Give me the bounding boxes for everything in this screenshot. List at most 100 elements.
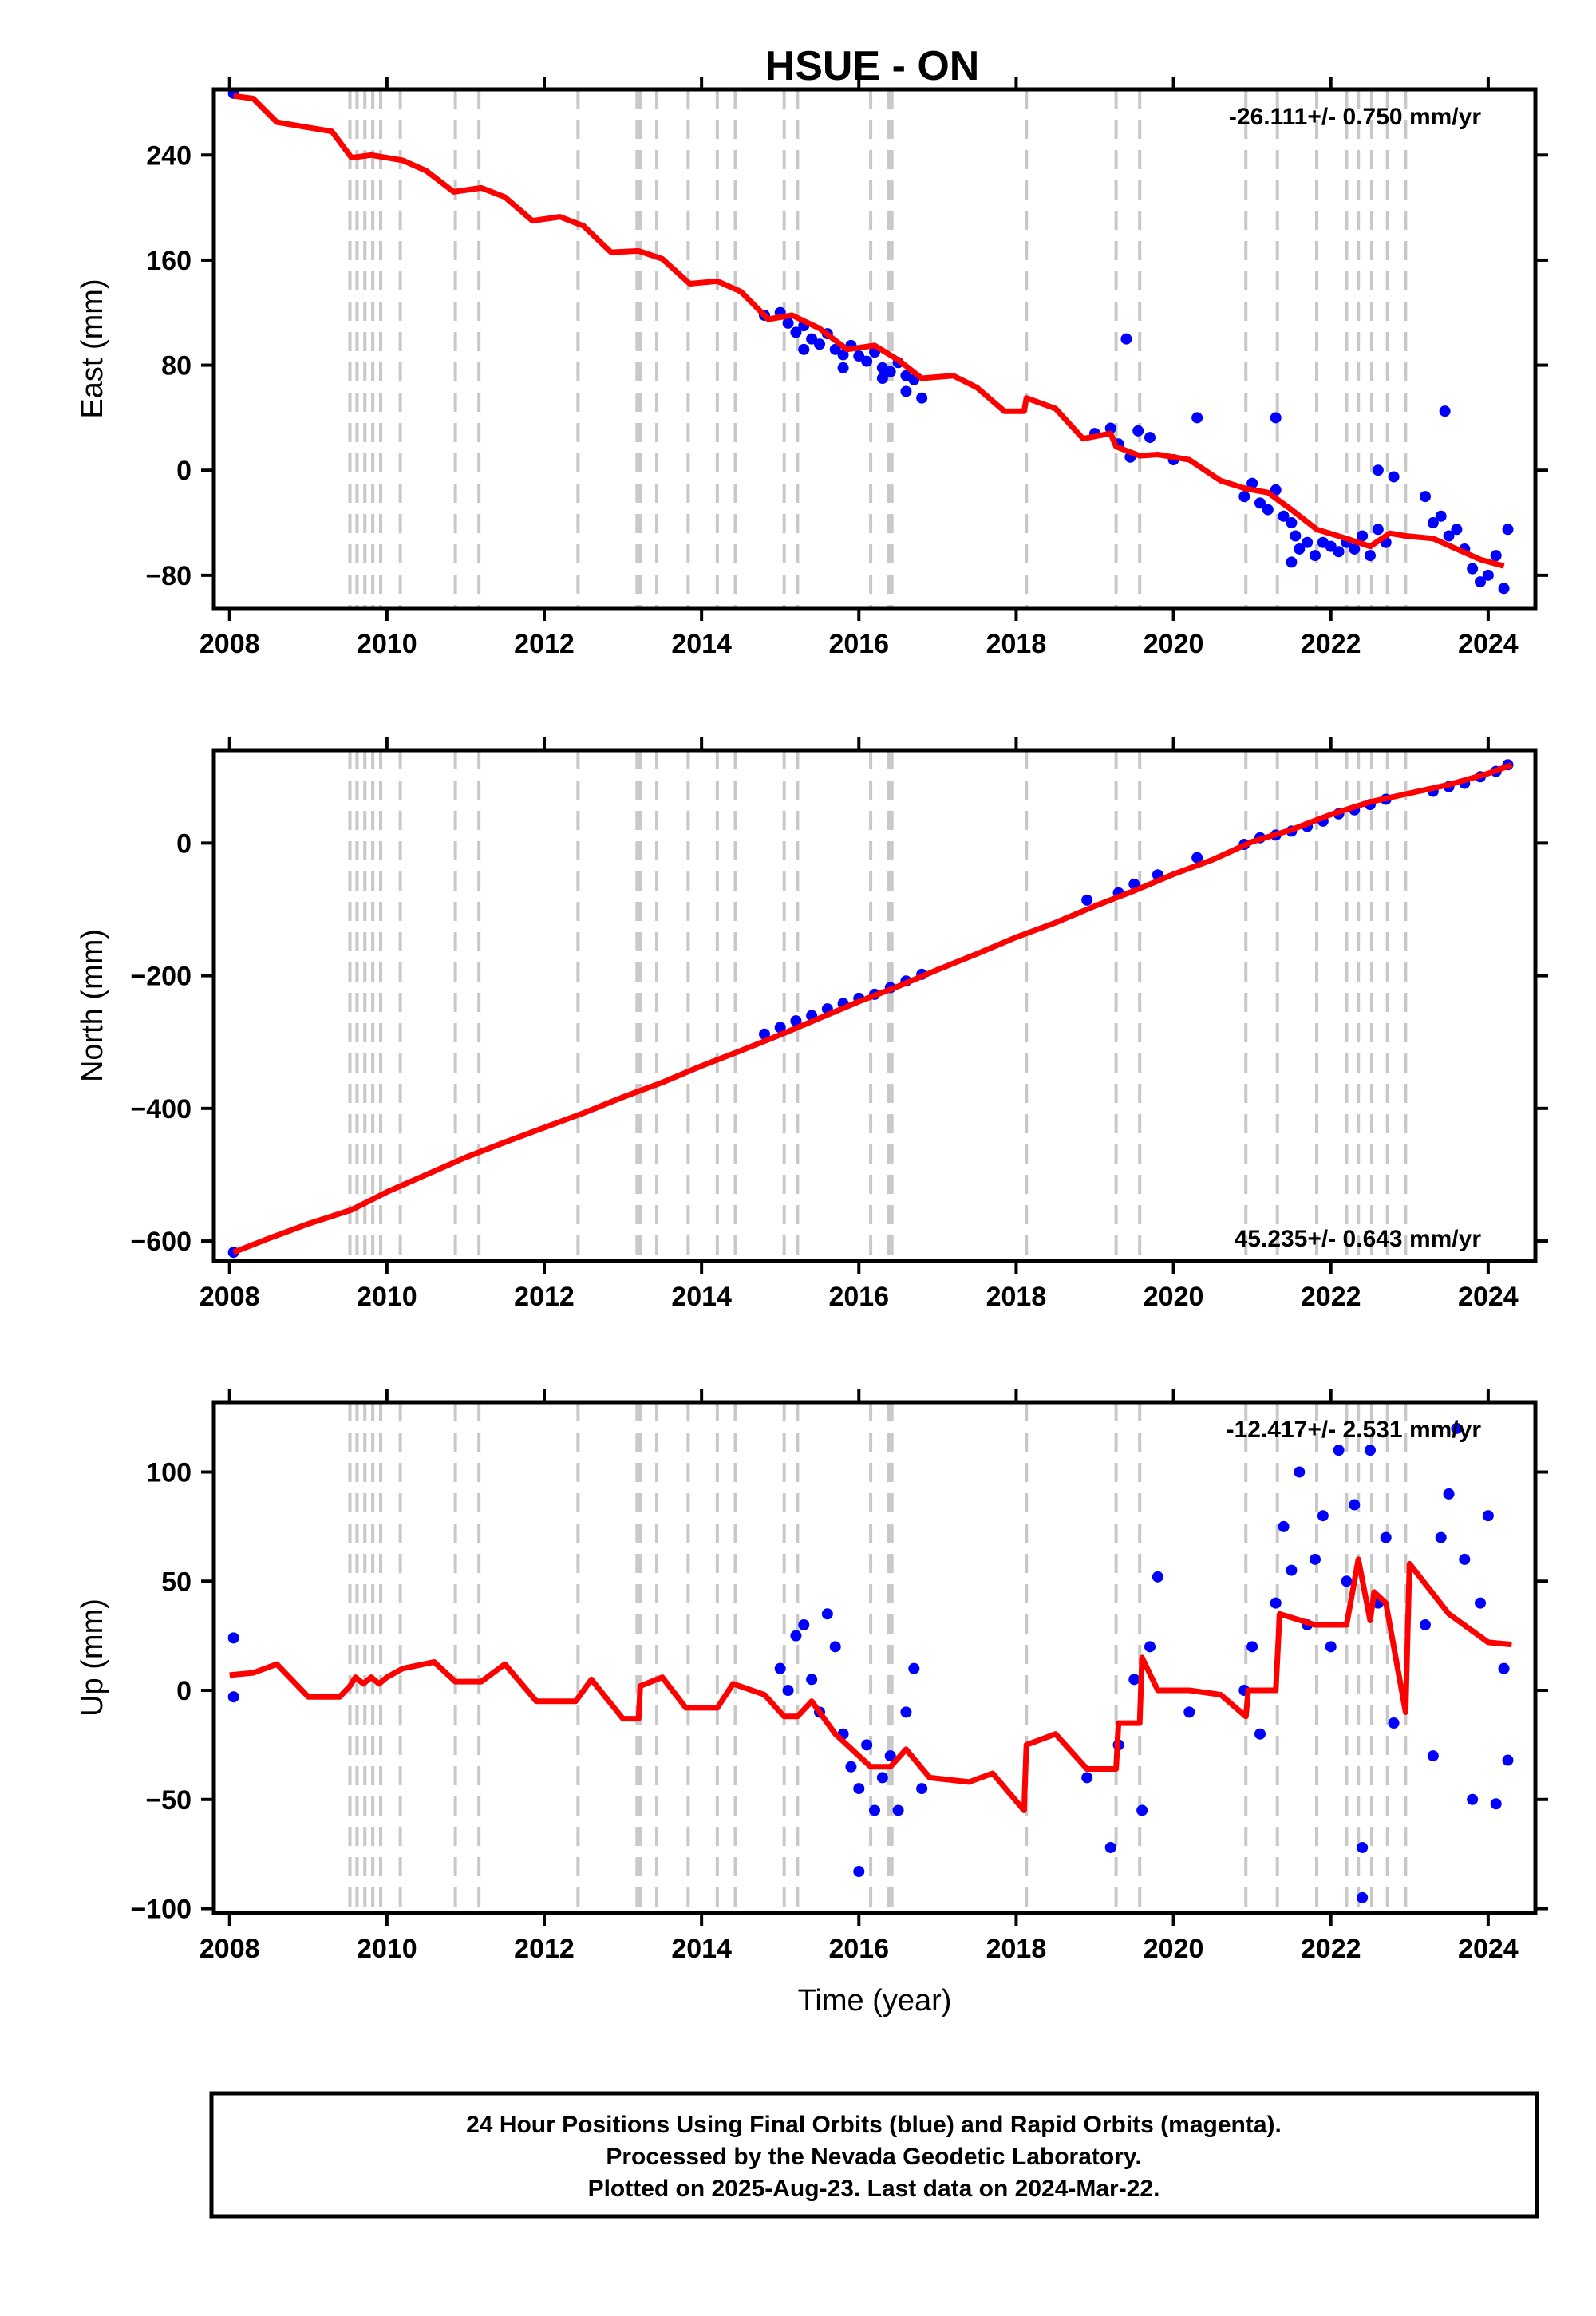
data-point-east (1270, 412, 1282, 424)
x-tick-label: 2020 (1144, 1934, 1204, 1964)
data-point-up (1254, 1728, 1266, 1740)
y-tick-label: −50 (145, 1785, 192, 1816)
data-point-east (1191, 412, 1203, 424)
data-point-east (1144, 432, 1156, 444)
data-point-east (1475, 576, 1486, 588)
data-point-east (1254, 497, 1266, 509)
y-tick-label: −200 (130, 962, 192, 992)
x-tick-label: 2016 (828, 1282, 889, 1312)
panel-up: 2008 2010 2012 2014 2016 2018 2020 2022 2024 100 5… (76, 1389, 1548, 2018)
x-tick-label: 2024 (1458, 1282, 1519, 1312)
y-tick-label: 50 (161, 1567, 192, 1597)
x-tick-label: 2012 (514, 629, 575, 659)
data-point-east (1132, 425, 1144, 437)
rate-label-north: 45.235+/- 0.643 mm/yr (1235, 1226, 1482, 1252)
data-point-up (1310, 1553, 1321, 1565)
y-tick-label: −600 (130, 1227, 192, 1257)
data-point-up (1325, 1641, 1337, 1653)
data-point-up (1270, 1597, 1282, 1609)
data-point-east (1439, 405, 1451, 417)
data-point-east (1502, 524, 1514, 536)
data-point-up (1380, 1531, 1392, 1543)
data-point-up (1443, 1488, 1455, 1500)
data-point-east (1427, 517, 1439, 529)
y-tick-label: 0 (176, 828, 192, 859)
panel-east: 2008 2010 2012 2014 2016 2018 2020 2022 2024 240 1… (76, 77, 1548, 659)
data-point-east (1310, 550, 1321, 562)
x-tick-label: 2008 (200, 1934, 260, 1964)
x-tick-label: 2010 (357, 1282, 417, 1312)
data-point-north (1081, 894, 1093, 906)
x-tick-label: 2018 (986, 1934, 1047, 1964)
data-point-east (1451, 524, 1463, 536)
y-tick-label: −100 (130, 1895, 192, 1925)
x-tick-label: 2022 (1301, 629, 1361, 659)
x-tick-label: 2010 (357, 1934, 417, 1964)
x-tick-label: 2014 (671, 1282, 732, 1312)
data-point-up (1246, 1641, 1258, 1653)
data-point-up (1475, 1597, 1486, 1609)
data-point-up (782, 1685, 794, 1697)
model-line-up (229, 1556, 1512, 1813)
data-point-east (1333, 546, 1345, 558)
data-point-up (861, 1739, 873, 1751)
data-point-east (1349, 543, 1361, 555)
data-point-up (1333, 1445, 1345, 1456)
x-axis-title: Time (year) (798, 1984, 952, 2018)
data-point-up (853, 1866, 865, 1878)
data-point-up (853, 1783, 865, 1795)
x-tick-label: 2016 (828, 629, 889, 659)
data-point-north (759, 1028, 770, 1040)
data-point-up (1294, 1466, 1306, 1478)
data-point-east (861, 355, 873, 367)
data-point-north (774, 1022, 786, 1034)
data-point-east (1365, 550, 1376, 562)
x-tick-label: 2024 (1458, 629, 1519, 659)
data-point-up (798, 1618, 810, 1630)
data-point-north (1191, 852, 1203, 864)
data-point-east (884, 366, 896, 377)
data-point-up (869, 1804, 880, 1816)
data-point-east (1270, 484, 1282, 496)
data-point-east (1286, 517, 1298, 529)
data-point-up (876, 1772, 888, 1784)
x-tick-label: 2018 (986, 629, 1047, 659)
data-point-east (1325, 540, 1337, 552)
data-point-east (782, 317, 794, 329)
data-point-up (790, 1630, 802, 1642)
data-point-east (1372, 524, 1384, 536)
x-tick-label: 2018 (986, 1282, 1047, 1312)
panel-north: 2008 2010 2012 2014 2016 2018 2020 2022 2024 0 −20… (76, 737, 1548, 1312)
data-point-up (1104, 1841, 1116, 1853)
data-point-east (916, 392, 928, 404)
data-point-east (790, 326, 802, 338)
y-tick-label: 0 (176, 456, 192, 486)
data-point-east (806, 333, 818, 345)
y-tick-label: 160 (146, 246, 192, 276)
data-point-up (884, 1750, 896, 1762)
x-tick-label: 2012 (514, 1282, 575, 1312)
data-point-up (1357, 1891, 1369, 1903)
data-point-up (908, 1662, 920, 1674)
data-point-up (900, 1706, 912, 1718)
data-point-up (1365, 1445, 1376, 1456)
data-point-east (837, 362, 849, 373)
data-point-east (1294, 543, 1306, 555)
data-point-east (1290, 530, 1302, 542)
data-point-east (900, 385, 912, 397)
data-point-up (1357, 1841, 1369, 1853)
y-tick-label: −80 (145, 561, 192, 591)
y-tick-label: 0 (176, 1676, 192, 1706)
data-point-up (1278, 1520, 1290, 1532)
data-point-east (1286, 556, 1298, 568)
data-point-east (1104, 422, 1116, 434)
data-point-up (1341, 1575, 1353, 1587)
data-point-east (1467, 563, 1479, 575)
y-tick-label: 240 (146, 140, 192, 171)
data-point-east (1490, 550, 1502, 562)
y-tick-label: −400 (130, 1094, 192, 1124)
data-point-up (1459, 1553, 1471, 1565)
data-point-up (916, 1783, 928, 1795)
data-point-up (1349, 1499, 1361, 1511)
